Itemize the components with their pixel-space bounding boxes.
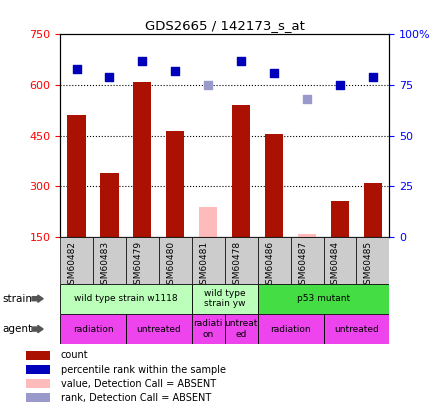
Text: GSM60484: GSM60484	[331, 241, 340, 290]
Bar	[356, 237, 389, 284]
Text: radiati
on: radiati on	[194, 320, 223, 339]
Bar	[192, 314, 225, 344]
Bar	[199, 207, 217, 237]
Bar	[364, 183, 382, 237]
Bar	[265, 134, 283, 237]
Point	[73, 66, 80, 72]
Bar	[26, 393, 50, 403]
Bar	[232, 105, 250, 237]
Bar	[258, 284, 389, 314]
Text: GSM60483: GSM60483	[101, 241, 109, 290]
Text: p53 mutant: p53 mutant	[297, 294, 350, 303]
Bar	[192, 284, 258, 314]
Text: GSM60478: GSM60478	[232, 241, 241, 290]
Bar	[324, 237, 356, 284]
Text: untreated: untreated	[334, 324, 379, 334]
Bar	[324, 314, 389, 344]
Text: wild type
strain yw: wild type strain yw	[204, 289, 246, 308]
Point	[271, 70, 278, 76]
Point	[336, 82, 344, 88]
Text: radiation: radiation	[73, 324, 113, 334]
Point	[172, 68, 179, 74]
Title: GDS2665 / 142173_s_at: GDS2665 / 142173_s_at	[145, 19, 305, 32]
Point	[106, 74, 113, 80]
Text: agent: agent	[2, 324, 32, 334]
Text: value, Detection Call = ABSENT: value, Detection Call = ABSENT	[61, 379, 216, 389]
Text: GSM60485: GSM60485	[364, 241, 373, 290]
Text: GSM60479: GSM60479	[134, 241, 142, 290]
Bar	[68, 115, 85, 237]
Text: GSM60481: GSM60481	[199, 241, 208, 290]
Bar	[60, 237, 93, 284]
Bar	[60, 284, 192, 314]
Text: percentile rank within the sample: percentile rank within the sample	[61, 364, 226, 375]
Bar	[225, 314, 258, 344]
Point	[303, 96, 311, 102]
Text: untreated: untreated	[137, 324, 181, 334]
Bar	[126, 237, 159, 284]
Bar	[258, 237, 291, 284]
Bar	[60, 314, 126, 344]
Bar	[26, 379, 50, 388]
Bar	[101, 173, 118, 237]
Bar	[331, 202, 349, 237]
Text: radiation: radiation	[270, 324, 311, 334]
Bar	[93, 237, 126, 284]
Bar	[225, 237, 258, 284]
Point	[238, 58, 245, 64]
Text: GSM60486: GSM60486	[265, 241, 274, 290]
Text: GSM60480: GSM60480	[166, 241, 175, 290]
Bar	[298, 234, 316, 237]
Point	[205, 82, 212, 88]
Bar	[192, 237, 225, 284]
Text: GSM60482: GSM60482	[68, 241, 77, 290]
Text: untreat
ed: untreat ed	[225, 320, 258, 339]
Bar	[134, 82, 151, 237]
Bar	[26, 365, 50, 374]
Point	[369, 74, 376, 80]
Bar	[126, 314, 192, 344]
Bar	[26, 351, 50, 360]
Point	[139, 58, 146, 64]
Text: count: count	[61, 350, 88, 360]
Bar	[258, 314, 324, 344]
Bar	[166, 130, 184, 237]
Bar	[159, 237, 192, 284]
Text: strain: strain	[2, 294, 32, 304]
Text: wild type strain w1118: wild type strain w1118	[74, 294, 178, 303]
Text: rank, Detection Call = ABSENT: rank, Detection Call = ABSENT	[61, 393, 211, 403]
Bar	[291, 237, 324, 284]
Text: GSM60487: GSM60487	[298, 241, 307, 290]
